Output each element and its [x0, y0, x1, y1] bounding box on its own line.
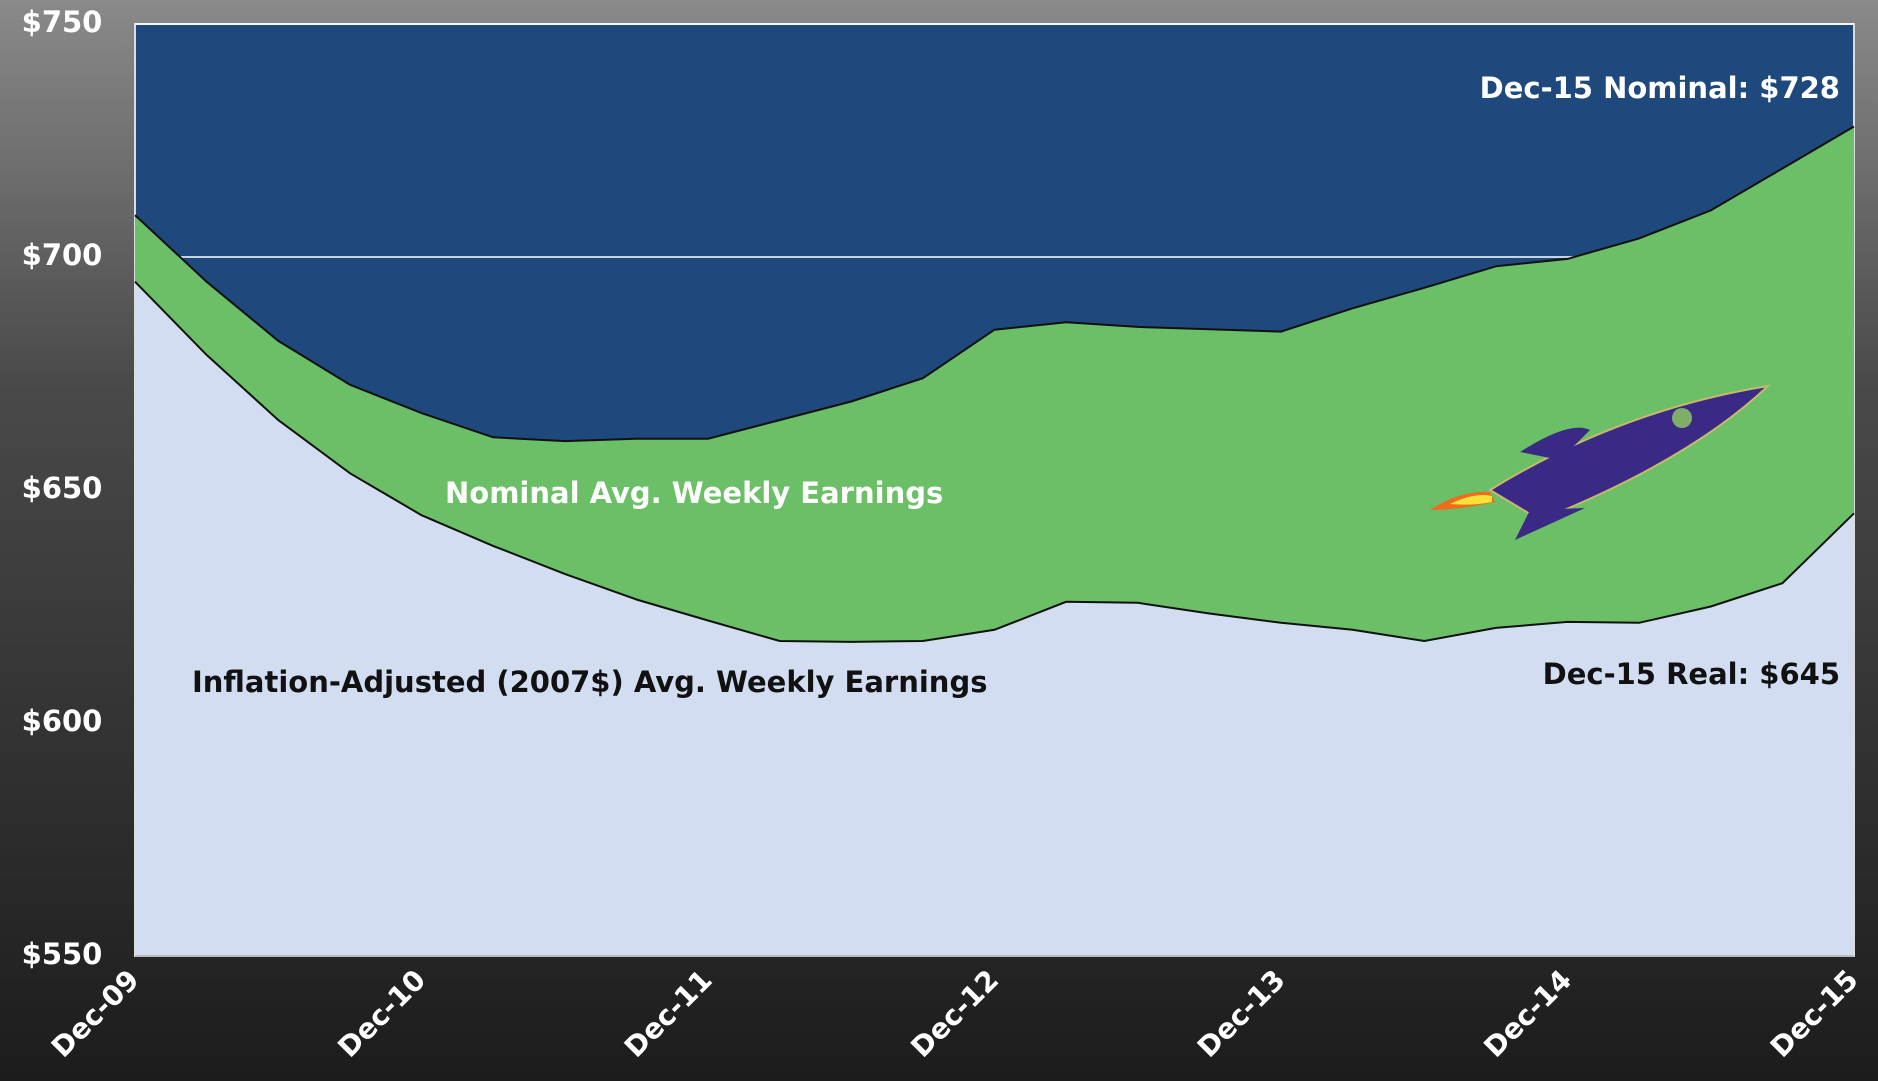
y-tick-label: $750 — [22, 5, 103, 39]
y-tick-label: $650 — [22, 471, 103, 505]
y-tick-label: $550 — [22, 937, 103, 971]
annotation: Dec-15 Nominal: $728 — [1480, 71, 1840, 105]
y-tick-label: $600 — [22, 704, 103, 738]
series-label: Inflation-Adjusted (2007$) Avg. Weekly E… — [192, 665, 987, 699]
y-tick-label: $700 — [22, 238, 103, 272]
chart: $550$600$650$700$750Dec-09Dec-10Dec-11De… — [0, 0, 1878, 1081]
page: $550$600$650$700$750Dec-09Dec-10Dec-11De… — [0, 0, 1878, 1081]
series-label: Nominal Avg. Weekly Earnings — [445, 476, 943, 510]
annotation: Dec-15 Real: $645 — [1543, 657, 1840, 691]
